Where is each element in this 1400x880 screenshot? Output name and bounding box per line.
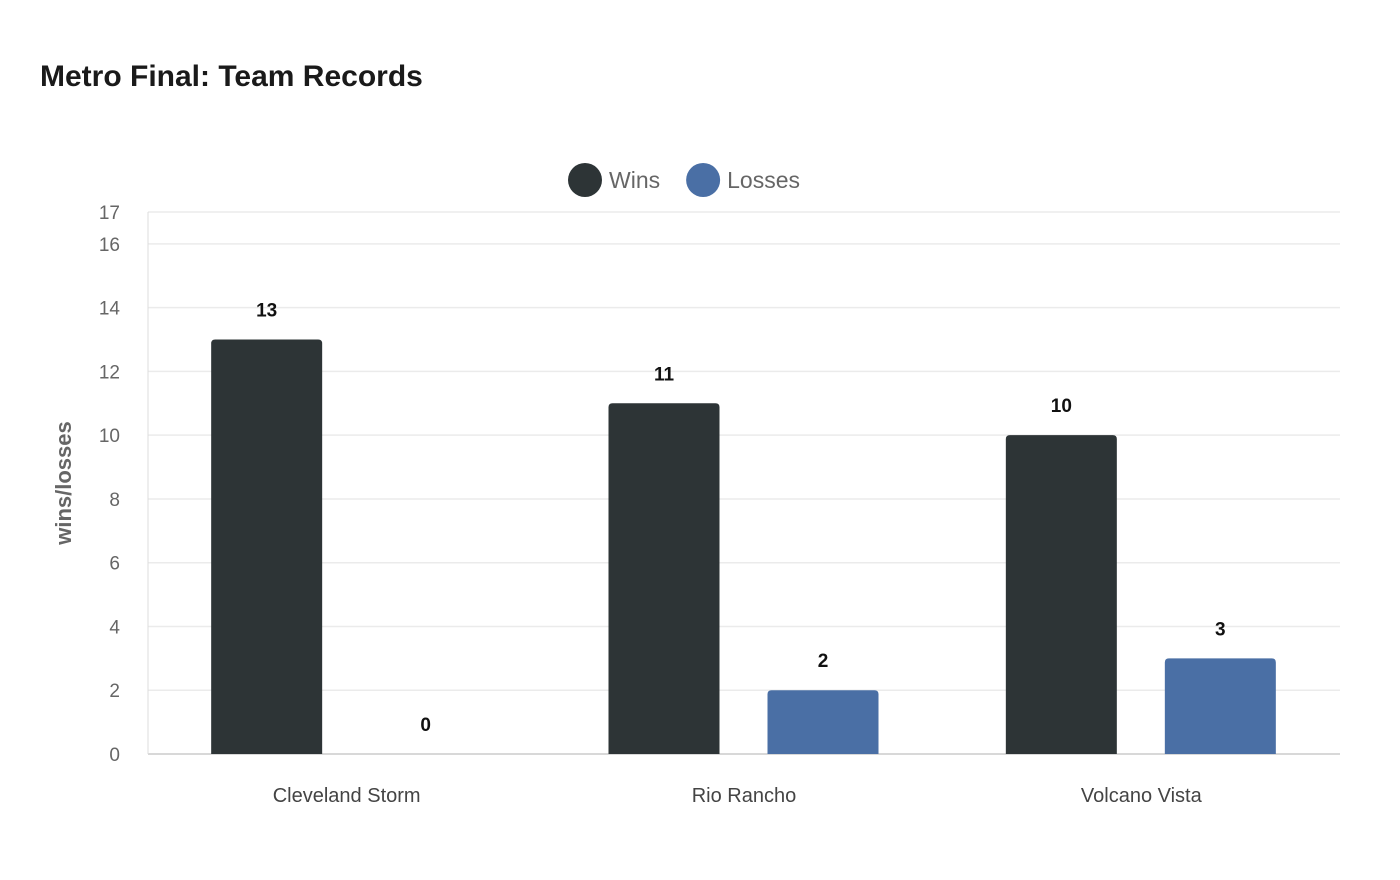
y-tick-label: 2	[109, 681, 120, 702]
data-label: 0	[420, 715, 431, 736]
data-label: 2	[818, 651, 829, 672]
x-tick-label: Cleveland Storm	[273, 785, 421, 807]
legend-label-losses: Losses	[727, 167, 800, 193]
y-tick-label: 4	[109, 617, 120, 638]
data-label: 13	[256, 301, 277, 322]
y-axis-label: wins/losses	[51, 421, 76, 546]
y-tick-label: 17	[99, 203, 120, 224]
y-tick-label: 6	[109, 554, 120, 575]
bar-losses	[767, 690, 879, 754]
legend-marker-wins	[568, 163, 602, 197]
legend-marker-losses	[686, 163, 721, 197]
bar-wins	[1005, 435, 1117, 754]
chart-title: Metro Final: Team Records	[40, 60, 423, 93]
x-tick-label: Volcano Vista	[1081, 785, 1203, 807]
y-tick-label: 0	[109, 745, 120, 766]
bar-losses	[1164, 658, 1276, 754]
y-tick-label: 14	[99, 299, 121, 320]
y-tick-label: 16	[99, 235, 120, 256]
y-tick-label: 10	[99, 426, 120, 447]
legend-label-wins: Wins	[609, 167, 660, 193]
x-tick-label: Rio Rancho	[692, 785, 797, 807]
data-label: 11	[654, 364, 675, 385]
bar-wins	[211, 339, 323, 754]
y-tick-label: 8	[109, 490, 120, 511]
data-label: 3	[1215, 619, 1226, 640]
data-label: 10	[1051, 396, 1072, 417]
bar-wins	[608, 403, 720, 754]
y-tick-label: 12	[99, 362, 120, 383]
